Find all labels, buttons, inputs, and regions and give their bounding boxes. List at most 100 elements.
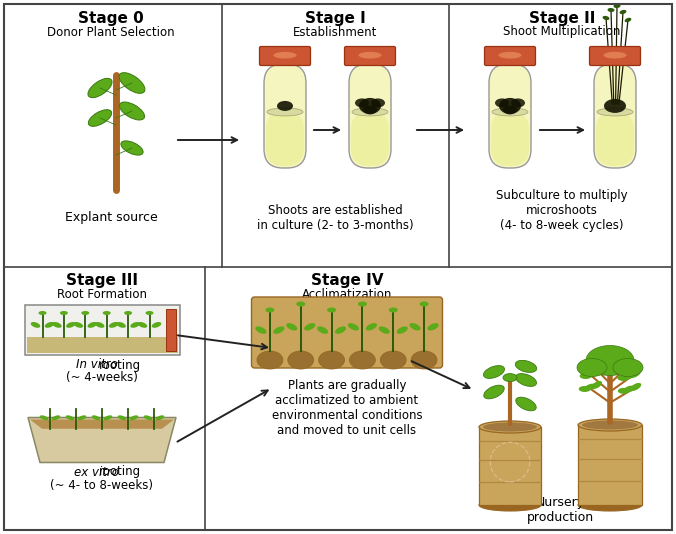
Bar	[578, 425, 642, 505]
Text: Stage III: Stage III	[66, 273, 138, 288]
Ellipse shape	[88, 78, 112, 98]
Ellipse shape	[630, 370, 641, 378]
Ellipse shape	[597, 108, 633, 116]
Ellipse shape	[358, 302, 367, 307]
Ellipse shape	[617, 375, 629, 381]
Ellipse shape	[138, 322, 147, 328]
Ellipse shape	[516, 374, 537, 387]
Ellipse shape	[256, 326, 266, 334]
Ellipse shape	[318, 351, 345, 369]
Ellipse shape	[39, 311, 47, 315]
Ellipse shape	[420, 302, 429, 307]
FancyBboxPatch shape	[260, 46, 310, 66]
Ellipse shape	[92, 415, 100, 420]
Ellipse shape	[585, 367, 598, 373]
Ellipse shape	[366, 323, 377, 331]
Ellipse shape	[592, 381, 602, 389]
Ellipse shape	[349, 351, 375, 369]
Ellipse shape	[30, 322, 41, 328]
Ellipse shape	[327, 308, 336, 312]
Text: Establishment: Establishment	[293, 26, 377, 38]
Text: Shoots are established
in culture (2- to 3-months): Shoots are established in culture (2- to…	[257, 204, 413, 232]
Text: Stage 0: Stage 0	[78, 11, 144, 26]
Ellipse shape	[66, 322, 76, 328]
Polygon shape	[28, 418, 176, 462]
Ellipse shape	[582, 420, 638, 429]
Ellipse shape	[495, 98, 509, 107]
Text: Stage I: Stage I	[305, 11, 365, 26]
Text: Acclimatization: Acclimatization	[301, 288, 392, 302]
Ellipse shape	[358, 52, 381, 59]
Ellipse shape	[144, 415, 152, 420]
Ellipse shape	[124, 311, 132, 315]
Ellipse shape	[381, 351, 406, 369]
Ellipse shape	[286, 323, 297, 331]
FancyBboxPatch shape	[251, 297, 443, 368]
Ellipse shape	[578, 499, 642, 511]
Ellipse shape	[579, 373, 592, 379]
Ellipse shape	[130, 322, 140, 328]
Bar	[24, 305, 180, 355]
Ellipse shape	[492, 108, 528, 116]
Text: Subculture to multiply
microshoots
(4- to 8-week cycles): Subculture to multiply microshoots (4- t…	[496, 189, 628, 232]
Ellipse shape	[479, 421, 541, 433]
Ellipse shape	[503, 374, 517, 382]
FancyBboxPatch shape	[491, 112, 529, 166]
Text: (~ 4-weeks): (~ 4-weeks)	[66, 372, 138, 384]
Text: ex vitro: ex vitro	[74, 466, 120, 478]
Ellipse shape	[266, 308, 274, 312]
Ellipse shape	[87, 322, 97, 328]
Ellipse shape	[624, 386, 635, 392]
Ellipse shape	[66, 415, 74, 420]
Ellipse shape	[608, 8, 614, 12]
FancyBboxPatch shape	[485, 46, 535, 66]
Ellipse shape	[483, 366, 504, 379]
Ellipse shape	[427, 323, 439, 331]
Ellipse shape	[479, 499, 541, 511]
Text: Donor Plant Selection: Donor Plant Selection	[47, 26, 175, 38]
Ellipse shape	[273, 326, 285, 334]
Ellipse shape	[620, 10, 627, 14]
FancyBboxPatch shape	[351, 112, 389, 166]
Ellipse shape	[579, 386, 591, 392]
Ellipse shape	[623, 363, 634, 371]
Ellipse shape	[151, 322, 162, 328]
Ellipse shape	[296, 302, 306, 307]
Ellipse shape	[155, 415, 164, 420]
Ellipse shape	[515, 360, 537, 372]
Ellipse shape	[498, 52, 522, 59]
Ellipse shape	[74, 322, 83, 328]
Ellipse shape	[52, 322, 62, 328]
Ellipse shape	[355, 98, 369, 107]
Ellipse shape	[613, 358, 643, 376]
Text: Explant source: Explant source	[65, 211, 158, 224]
Ellipse shape	[116, 322, 126, 328]
Ellipse shape	[483, 422, 537, 431]
Ellipse shape	[119, 73, 145, 93]
Ellipse shape	[586, 371, 598, 378]
Ellipse shape	[592, 368, 603, 376]
Text: rooting: rooting	[99, 358, 141, 372]
Ellipse shape	[586, 345, 634, 375]
Ellipse shape	[304, 323, 315, 331]
Ellipse shape	[592, 365, 604, 372]
Ellipse shape	[484, 385, 504, 399]
Ellipse shape	[625, 18, 631, 22]
Ellipse shape	[103, 415, 112, 420]
Ellipse shape	[109, 322, 118, 328]
Ellipse shape	[78, 415, 87, 420]
FancyBboxPatch shape	[349, 64, 391, 168]
Ellipse shape	[52, 415, 60, 420]
Ellipse shape	[145, 311, 153, 315]
Ellipse shape	[511, 98, 525, 107]
Text: Nursery
production: Nursery production	[527, 496, 594, 524]
Ellipse shape	[277, 101, 293, 111]
Ellipse shape	[352, 108, 388, 116]
Ellipse shape	[618, 388, 630, 394]
Ellipse shape	[120, 102, 145, 120]
Ellipse shape	[267, 108, 303, 116]
Ellipse shape	[623, 373, 635, 379]
Ellipse shape	[40, 415, 48, 420]
Text: Stage II: Stage II	[529, 11, 595, 26]
Ellipse shape	[60, 311, 68, 315]
